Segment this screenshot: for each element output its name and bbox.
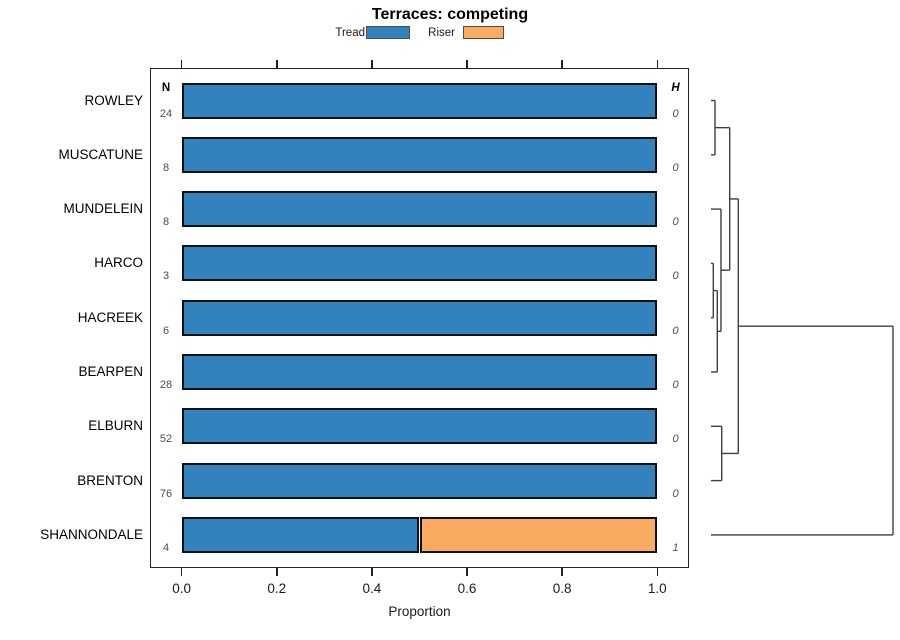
bar-segment-tread [181, 516, 420, 553]
bar-segment-tread [181, 82, 658, 119]
h-column-header: H [671, 82, 680, 94]
x-tick-top [371, 59, 373, 68]
legend-swatch-tread-icon [366, 26, 410, 39]
x-tick-top [466, 59, 468, 68]
x-tick-top [561, 59, 563, 68]
bar-segment-tread [181, 462, 658, 499]
n-value: 8 [162, 216, 170, 229]
legend-swatch-riser-icon [463, 26, 504, 39]
x-tick-label: 0.8 [552, 581, 572, 596]
x-tick-bottom [371, 568, 373, 576]
legend-label-tread: Tread [335, 27, 365, 39]
n-value: 8 [162, 161, 170, 174]
bar-segment-tread [181, 354, 658, 390]
x-tick-top [276, 59, 278, 68]
category-label: ELBURN [88, 418, 143, 434]
x-tick-bottom [181, 568, 183, 576]
x-tick-bottom [276, 568, 278, 576]
x-tick-top [656, 59, 658, 68]
x-tick-bottom [656, 568, 658, 576]
x-tick-label: 0.2 [267, 581, 287, 596]
n-value: 28 [159, 379, 173, 391]
n-value: 52 [159, 433, 173, 446]
x-axis-label: Proportion [388, 604, 451, 619]
h-value: 0 [672, 216, 679, 229]
h-value: 0 [672, 379, 679, 391]
n-value: 4 [162, 541, 170, 554]
h-value: 0 [672, 270, 679, 283]
plot-box [150, 67, 690, 568]
x-tick-label: 0.6 [457, 581, 477, 596]
h-value: 0 [672, 433, 679, 446]
category-label: MUSCATUNE [58, 146, 143, 162]
x-tick-bottom [466, 568, 468, 576]
bar-segment-tread [181, 191, 658, 228]
h-value: 0 [672, 107, 679, 120]
category-label: MUNDELEIN [63, 201, 143, 217]
bar-segment-tread [181, 408, 658, 445]
h-value: 0 [672, 161, 679, 174]
x-tick-label: 0.0 [172, 581, 192, 596]
x-tick-bottom [561, 568, 563, 576]
n-value: 76 [159, 487, 173, 500]
n-value: 3 [162, 270, 170, 283]
bar-segment-tread [181, 245, 658, 282]
bar-segment-riser [419, 516, 658, 553]
x-tick-top [181, 59, 183, 68]
x-tick-label: 1.0 [647, 581, 667, 596]
x-tick-label: 0.4 [362, 581, 382, 596]
n-value: 6 [162, 324, 170, 337]
bar-segment-tread [181, 136, 658, 173]
category-label: SHANNONDALE [40, 526, 143, 542]
category-label: HACREEK [77, 309, 143, 325]
bar-segment-tread [181, 299, 658, 336]
h-value: 0 [672, 487, 679, 500]
category-label: BEARPEN [78, 364, 143, 379]
chart-title: Terraces: competing [371, 6, 529, 23]
h-value: 1 [672, 541, 679, 554]
h-value: 0 [672, 324, 679, 337]
n-column-header: N [161, 82, 171, 94]
legend-label-riser: Riser [428, 27, 455, 39]
category-label: ROWLEY [84, 92, 143, 108]
n-value: 24 [159, 107, 173, 120]
category-label: HARCO [94, 255, 143, 271]
category-label: BRENTON [77, 472, 143, 488]
